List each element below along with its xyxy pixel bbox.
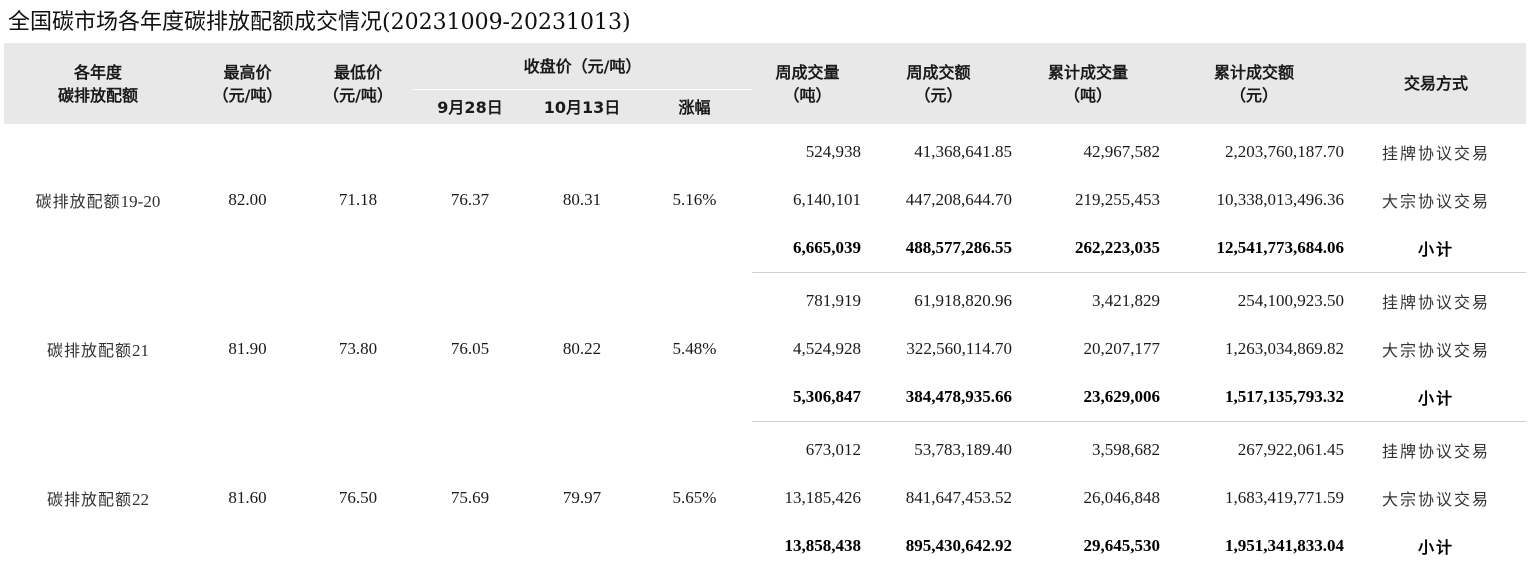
cumulative-volume-cell: 26,046,848: [1014, 474, 1162, 522]
header-cumulative-volume: 累计成交量 （吨）: [1014, 43, 1162, 124]
header-allowance-year: 各年度 碳排放配额: [4, 43, 192, 124]
header-low-price: 最低价 （元/吨）: [303, 43, 413, 124]
page-title: 全国碳市场各年度碳排放配额成交情况(20231009-20231013): [8, 6, 631, 40]
header-high-price: 最高价 （元/吨）: [192, 43, 303, 124]
trade-mode-cell: 大宗协议交易: [1346, 176, 1526, 224]
week-amount-cell: 53,783,189.40: [863, 422, 1014, 475]
header-close-change: 涨幅: [637, 90, 752, 125]
close-price-1-cell: 76.37: [413, 124, 527, 273]
change-cell: 5.65%: [637, 422, 752, 570]
week-volume-cell: 5,306,847: [752, 373, 863, 422]
cumulative-amount-cell: 1,683,419,771.59: [1162, 474, 1346, 522]
close-price-1-cell: 75.69: [413, 422, 527, 570]
trade-mode-cell: 挂牌协议交易: [1346, 422, 1526, 475]
week-amount-cell: 488,577,286.55: [863, 224, 1014, 273]
trade-mode-cell: 大宗协议交易: [1346, 325, 1526, 373]
cumulative-volume-cell: 262,223,035: [1014, 224, 1162, 273]
low-price-cell: 73.80: [303, 273, 413, 422]
header-cumulative-amount: 累计成交额 （元）: [1162, 43, 1346, 124]
cumulative-volume-cell: 42,967,582: [1014, 124, 1162, 176]
cumulative-volume-cell: 3,421,829: [1014, 273, 1162, 326]
allowance-trading-table: 各年度 碳排放配额 最高价 （元/吨） 最低价 （元/吨） 收盘价（元/吨） 周…: [4, 43, 1526, 570]
cumulative-amount-cell: 1,951,341,833.04: [1162, 522, 1346, 570]
low-price-cell: 71.18: [303, 124, 413, 273]
cumulative-volume-cell: 219,255,453: [1014, 176, 1162, 224]
cumulative-amount-cell: 12,541,773,684.06: [1162, 224, 1346, 273]
week-volume-cell: 6,140,101: [752, 176, 863, 224]
header-close-date-1: 9月28日: [413, 90, 527, 125]
week-volume-cell: 13,858,438: [752, 522, 863, 570]
week-amount-cell: 895,430,642.92: [863, 522, 1014, 570]
cumulative-amount-cell: 1,263,034,869.82: [1162, 325, 1346, 373]
header-trade-mode: 交易方式: [1346, 43, 1526, 124]
high-price-cell: 81.90: [192, 273, 303, 422]
trade-mode-cell: 大宗协议交易: [1346, 474, 1526, 522]
close-price-2-cell: 80.22: [527, 273, 637, 422]
week-volume-cell: 673,012: [752, 422, 863, 475]
week-amount-cell: 384,478,935.66: [863, 373, 1014, 422]
cumulative-volume-cell: 29,645,530: [1014, 522, 1162, 570]
change-cell: 5.16%: [637, 124, 752, 273]
allowance-name-cell: 碳排放配额21: [4, 273, 192, 422]
allowance-name-cell: 碳排放配额22: [4, 422, 192, 570]
group-3-body: 碳排放配额22 81.60 76.50 75.69 79.97 5.65% 67…: [4, 422, 1526, 570]
trade-mode-cell: 小计: [1346, 224, 1526, 273]
change-cell: 5.48%: [637, 273, 752, 422]
close-price-2-cell: 79.97: [527, 422, 637, 570]
close-price-1-cell: 76.05: [413, 273, 527, 422]
week-volume-cell: 781,919: [752, 273, 863, 326]
group-1-body: 碳排放配额19-20 82.00 71.18 76.37 80.31 5.16%…: [4, 124, 1526, 273]
close-price-2-cell: 80.31: [527, 124, 637, 273]
trade-mode-cell: 小计: [1346, 373, 1526, 422]
week-amount-cell: 61,918,820.96: [863, 273, 1014, 326]
cumulative-amount-cell: 2,203,760,187.70: [1162, 124, 1346, 176]
header-close-price-group: 收盘价（元/吨）: [413, 43, 752, 90]
cumulative-volume-cell: 23,629,006: [1014, 373, 1162, 422]
trade-mode-cell: 小计: [1346, 522, 1526, 570]
week-volume-cell: 524,938: [752, 124, 863, 176]
cumulative-volume-cell: 20,207,177: [1014, 325, 1162, 373]
allowance-name-cell: 碳排放配额19-20: [4, 124, 192, 273]
week-amount-cell: 447,208,644.70: [863, 176, 1014, 224]
cumulative-amount-cell: 267,922,061.45: [1162, 422, 1346, 475]
cumulative-amount-cell: 254,100,923.50: [1162, 273, 1346, 326]
table-row: 碳排放配额21 81.90 73.80 76.05 80.22 5.48% 78…: [4, 273, 1526, 326]
header-week-volume: 周成交量 （吨）: [752, 43, 863, 124]
table-row: 碳排放配额19-20 82.00 71.18 76.37 80.31 5.16%…: [4, 124, 1526, 176]
week-amount-cell: 322,560,114.70: [863, 325, 1014, 373]
table-row: 碳排放配额22 81.60 76.50 75.69 79.97 5.65% 67…: [4, 422, 1526, 475]
header-close-date-2: 10月13日: [527, 90, 637, 125]
week-volume-cell: 4,524,928: [752, 325, 863, 373]
table-header: 各年度 碳排放配额 最高价 （元/吨） 最低价 （元/吨） 收盘价（元/吨） 周…: [4, 43, 1526, 124]
high-price-cell: 81.60: [192, 422, 303, 570]
header-week-amount: 周成交额 （元）: [863, 43, 1014, 124]
cumulative-amount-cell: 10,338,013,496.36: [1162, 176, 1346, 224]
high-price-cell: 82.00: [192, 124, 303, 273]
week-amount-cell: 41,368,641.85: [863, 124, 1014, 176]
cumulative-amount-cell: 1,517,135,793.32: [1162, 373, 1346, 422]
week-volume-cell: 6,665,039: [752, 224, 863, 273]
week-volume-cell: 13,185,426: [752, 474, 863, 522]
group-2-body: 碳排放配额21 81.90 73.80 76.05 80.22 5.48% 78…: [4, 273, 1526, 422]
low-price-cell: 76.50: [303, 422, 413, 570]
cumulative-volume-cell: 3,598,682: [1014, 422, 1162, 475]
week-amount-cell: 841,647,453.52: [863, 474, 1014, 522]
trade-mode-cell: 挂牌协议交易: [1346, 124, 1526, 176]
trade-mode-cell: 挂牌协议交易: [1346, 273, 1526, 326]
